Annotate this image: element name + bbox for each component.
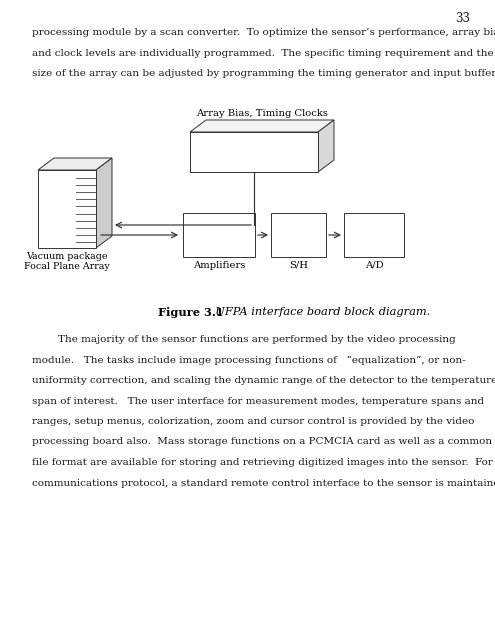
Polygon shape	[318, 120, 334, 172]
Text: The majority of the sensor functions are performed by the video processing: The majority of the sensor functions are…	[32, 335, 456, 344]
Text: uniformity correction, and scaling the dynamic range of the detector to the temp: uniformity correction, and scaling the d…	[32, 376, 495, 385]
Text: file format are available for storing and retrieving digitized images into the s: file format are available for storing an…	[32, 458, 493, 467]
Bar	[38, 170, 96, 248]
Polygon shape	[190, 120, 334, 132]
Text: span of interest.   The user interface for measurement modes, temperature spans : span of interest. The user interface for…	[32, 397, 484, 406]
Text: 33: 33	[455, 12, 471, 25]
Polygon shape	[38, 158, 112, 170]
Bar	[271, 213, 326, 257]
Bar	[183, 213, 255, 257]
Text: Array Bias, Timing Clocks: Array Bias, Timing Clocks	[196, 109, 328, 118]
Bar	[344, 213, 404, 257]
Text: ranges, setup menus, colorization, zoom and cursor control is provided by the vi: ranges, setup menus, colorization, zoom …	[32, 417, 474, 426]
Text: Figure 3.1: Figure 3.1	[158, 307, 224, 318]
Text: size of the array can be adjusted by programming the timing generator and input : size of the array can be adjusted by pro…	[32, 69, 495, 78]
Text: S/H: S/H	[289, 261, 308, 270]
Polygon shape	[96, 158, 112, 248]
Text: A/D: A/D	[365, 261, 383, 270]
Text: Amplifiers: Amplifiers	[193, 261, 245, 270]
Text: and clock levels are individually programmed.  The specific timing requirement a: and clock levels are individually progra…	[32, 49, 494, 58]
Text: module.   The tasks include image processing functions of   “equalization”, or n: module. The tasks include image processi…	[32, 355, 466, 365]
Text: Vacuum package
Focal Plane Array: Vacuum package Focal Plane Array	[24, 252, 110, 271]
Text: UFPA interface board block diagram.: UFPA interface board block diagram.	[208, 307, 430, 317]
Text: processing module by a scan converter.  To optimize the sensor’s performance, ar: processing module by a scan converter. T…	[32, 28, 495, 37]
Text: communications protocol, a standard remote control interface to the sensor is ma: communications protocol, a standard remo…	[32, 479, 495, 488]
Text: processing board also.  Mass storage functions on a PCMCIA card as well as a com: processing board also. Mass storage func…	[32, 438, 492, 447]
Bar	[190, 132, 318, 172]
